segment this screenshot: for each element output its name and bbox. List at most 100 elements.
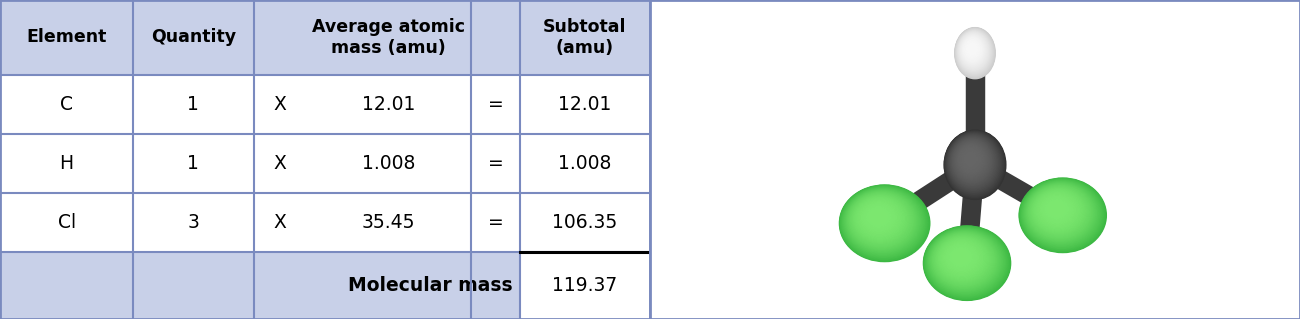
Bar <box>0 75 133 134</box>
Ellipse shape <box>1036 192 1079 229</box>
Text: 1: 1 <box>187 154 199 173</box>
Ellipse shape <box>958 145 985 175</box>
Ellipse shape <box>949 135 997 190</box>
Ellipse shape <box>928 230 1002 293</box>
Ellipse shape <box>926 227 1008 297</box>
Ellipse shape <box>1037 193 1076 226</box>
Ellipse shape <box>1035 190 1082 231</box>
Ellipse shape <box>948 245 975 269</box>
Text: Average atomic
mass (amu): Average atomic mass (amu) <box>312 18 465 57</box>
Ellipse shape <box>957 29 992 75</box>
Ellipse shape <box>1037 192 1078 228</box>
Ellipse shape <box>848 191 916 249</box>
Ellipse shape <box>927 228 1005 296</box>
Ellipse shape <box>936 236 989 282</box>
Ellipse shape <box>1027 185 1092 240</box>
Bar <box>306 75 471 134</box>
Text: =: = <box>488 213 503 232</box>
Ellipse shape <box>958 32 988 70</box>
Ellipse shape <box>930 231 998 290</box>
Ellipse shape <box>961 35 985 65</box>
Bar <box>0 0 133 75</box>
Ellipse shape <box>932 233 996 287</box>
Text: X: X <box>273 213 286 232</box>
Ellipse shape <box>1045 199 1069 219</box>
Ellipse shape <box>864 205 893 229</box>
Ellipse shape <box>958 31 991 72</box>
Ellipse shape <box>850 193 913 246</box>
Ellipse shape <box>924 226 1009 299</box>
Ellipse shape <box>961 148 980 170</box>
Ellipse shape <box>849 193 913 247</box>
Ellipse shape <box>840 186 928 260</box>
Ellipse shape <box>961 34 987 67</box>
Ellipse shape <box>950 137 994 186</box>
Ellipse shape <box>963 151 978 167</box>
Ellipse shape <box>846 190 918 251</box>
Ellipse shape <box>963 38 983 62</box>
Ellipse shape <box>946 132 1002 196</box>
Ellipse shape <box>1022 180 1101 248</box>
Bar <box>520 134 650 193</box>
Ellipse shape <box>854 196 907 241</box>
Bar <box>0 252 133 319</box>
Ellipse shape <box>859 201 900 235</box>
Ellipse shape <box>1026 183 1095 242</box>
Ellipse shape <box>855 197 905 240</box>
Ellipse shape <box>962 36 983 63</box>
Ellipse shape <box>949 135 998 190</box>
Ellipse shape <box>926 228 1006 296</box>
Ellipse shape <box>942 241 982 274</box>
Ellipse shape <box>946 132 1002 195</box>
Ellipse shape <box>1030 187 1088 237</box>
Ellipse shape <box>952 249 971 265</box>
Ellipse shape <box>956 143 987 177</box>
Ellipse shape <box>953 139 992 183</box>
Ellipse shape <box>962 36 984 64</box>
Bar <box>133 0 254 75</box>
Text: Quantity: Quantity <box>151 28 235 47</box>
Ellipse shape <box>846 191 916 250</box>
Ellipse shape <box>956 29 993 77</box>
Ellipse shape <box>848 192 915 249</box>
Ellipse shape <box>959 33 987 68</box>
Bar <box>0 193 133 252</box>
Ellipse shape <box>928 230 1001 292</box>
Ellipse shape <box>1039 194 1075 225</box>
Ellipse shape <box>959 146 983 173</box>
Ellipse shape <box>858 200 901 236</box>
Ellipse shape <box>842 187 926 257</box>
Ellipse shape <box>958 32 989 70</box>
Ellipse shape <box>954 251 967 263</box>
Ellipse shape <box>948 134 1000 192</box>
Ellipse shape <box>956 29 993 76</box>
Ellipse shape <box>950 136 996 189</box>
Bar <box>133 75 254 134</box>
Ellipse shape <box>845 189 920 253</box>
Ellipse shape <box>1022 181 1100 247</box>
Ellipse shape <box>840 185 930 261</box>
Ellipse shape <box>1028 185 1091 239</box>
Bar <box>133 252 254 319</box>
Ellipse shape <box>965 39 980 59</box>
Ellipse shape <box>946 133 1002 195</box>
Ellipse shape <box>944 242 980 273</box>
Text: Subtotal
(amu): Subtotal (amu) <box>543 18 627 57</box>
Ellipse shape <box>948 134 1000 193</box>
Ellipse shape <box>840 185 930 262</box>
Ellipse shape <box>940 240 984 277</box>
Ellipse shape <box>956 28 994 78</box>
Ellipse shape <box>1043 197 1071 221</box>
Ellipse shape <box>1020 180 1102 249</box>
Ellipse shape <box>937 237 988 281</box>
Ellipse shape <box>939 238 987 279</box>
Ellipse shape <box>959 33 988 69</box>
Ellipse shape <box>956 28 994 78</box>
Ellipse shape <box>952 138 993 185</box>
Text: H: H <box>60 154 74 173</box>
Ellipse shape <box>1024 182 1096 244</box>
Bar <box>520 252 650 319</box>
Ellipse shape <box>845 189 919 253</box>
Ellipse shape <box>956 28 994 78</box>
Ellipse shape <box>935 235 992 284</box>
